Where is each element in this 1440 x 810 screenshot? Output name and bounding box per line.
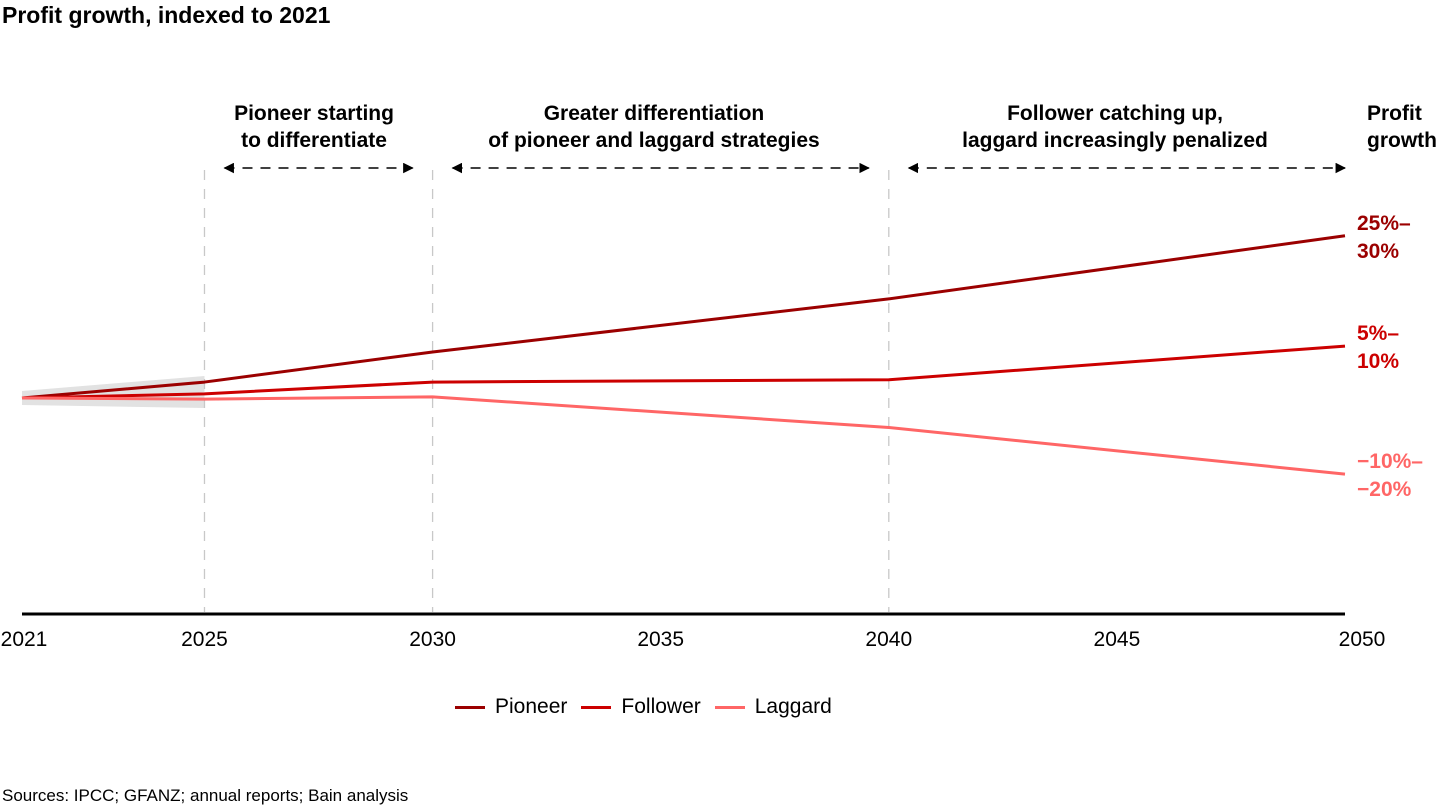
x-tick-label-2040: 2040 [865, 628, 913, 651]
series-line-pioneer [21, 234, 1346, 400]
end-header-line2: growth [1367, 129, 1437, 152]
end-label-follower: 5%– 10% [1357, 320, 1399, 376]
end-header-line1: Profit [1367, 102, 1422, 125]
legend-swatch-follower [581, 705, 612, 709]
x-tick-label-2035: 2035 [637, 628, 685, 651]
end-label-laggard: −10%– −20% [1357, 448, 1423, 504]
legend-item-laggard: Laggard [714, 695, 832, 719]
uncertainty-band [22, 376, 205, 408]
phase-label-1: Pioneer starting to differentiate [205, 100, 423, 154]
legend-label-pioneer: Pioneer [495, 695, 568, 718]
phase-label-1-line1: Pioneer starting [234, 102, 394, 125]
phase-label-3: Follower catching up, laggard increasing… [885, 100, 1345, 154]
end-label-laggard-line2: −20% [1357, 478, 1412, 501]
x-tick-label-2045: 2045 [1093, 628, 1141, 651]
legend-item-follower: Follower [581, 695, 701, 719]
end-label-laggard-line1: −10%– [1357, 450, 1423, 473]
phase-label-1-line2: to differentiate [241, 129, 387, 152]
series-line-follower [21, 344, 1346, 400]
legend-swatch-pioneer [455, 705, 485, 709]
legend-item-pioneer: Pioneer [455, 695, 567, 719]
phase-label-2-line1: Greater differentiation [543, 102, 765, 125]
legend: Pioneer Follower Laggard [455, 695, 846, 719]
phase-label-3-line1: Follower catching up, [1007, 102, 1223, 125]
end-column-header: Profit growth [1367, 100, 1437, 154]
legend-swatch-laggard [714, 705, 745, 709]
series-line-laggard [21, 395, 1346, 476]
end-label-follower-line1: 5%– [1357, 322, 1400, 345]
source-note: Sources: IPCC; GFANZ; annual reports; Ba… [2, 786, 409, 805]
x-tick-label-2030: 2030 [409, 628, 456, 651]
phase-label-3-line2: laggard increasingly penalized [962, 129, 1268, 152]
end-label-pioneer-line2: 30% [1357, 240, 1400, 263]
chart-title: Profit growth, indexed to 2021 [2, 2, 331, 28]
legend-label-laggard: Laggard [754, 695, 832, 718]
x-tick-label-2025: 2025 [181, 628, 228, 651]
phase-label-2-line2: of pioneer and laggard strategies [488, 129, 820, 152]
end-label-follower-line2: 10% [1357, 350, 1400, 373]
x-tick-label-2050: 2050 [1338, 628, 1386, 651]
x-tick-label-2021: 2021 [0, 628, 48, 651]
legend-label-follower: Follower [621, 695, 701, 718]
end-label-pioneer-line1: 25%– [1357, 212, 1411, 235]
end-label-pioneer: 25%– 30% [1357, 210, 1411, 266]
phase-label-2: Greater differentiation of pioneer and l… [428, 100, 880, 154]
